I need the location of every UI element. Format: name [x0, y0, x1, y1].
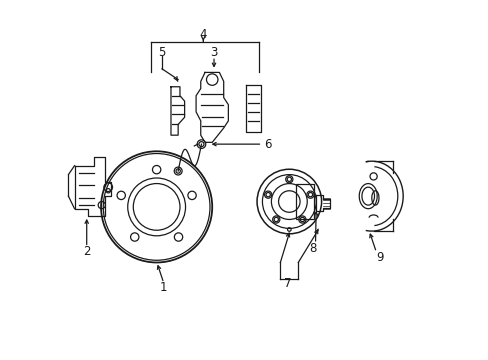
Polygon shape [315, 195, 329, 211]
Text: 8: 8 [308, 242, 316, 255]
Polygon shape [246, 85, 260, 132]
Text: 1: 1 [160, 281, 167, 294]
Text: 7: 7 [283, 278, 291, 291]
Text: 5: 5 [158, 46, 165, 59]
Text: 9: 9 [376, 251, 383, 264]
Polygon shape [74, 157, 111, 216]
Polygon shape [171, 87, 184, 135]
Text: 2: 2 [83, 245, 90, 258]
Text: 4: 4 [199, 28, 206, 41]
Text: 6: 6 [264, 138, 271, 150]
FancyBboxPatch shape [295, 184, 314, 219]
Polygon shape [196, 72, 228, 142]
Text: 3: 3 [210, 46, 217, 59]
